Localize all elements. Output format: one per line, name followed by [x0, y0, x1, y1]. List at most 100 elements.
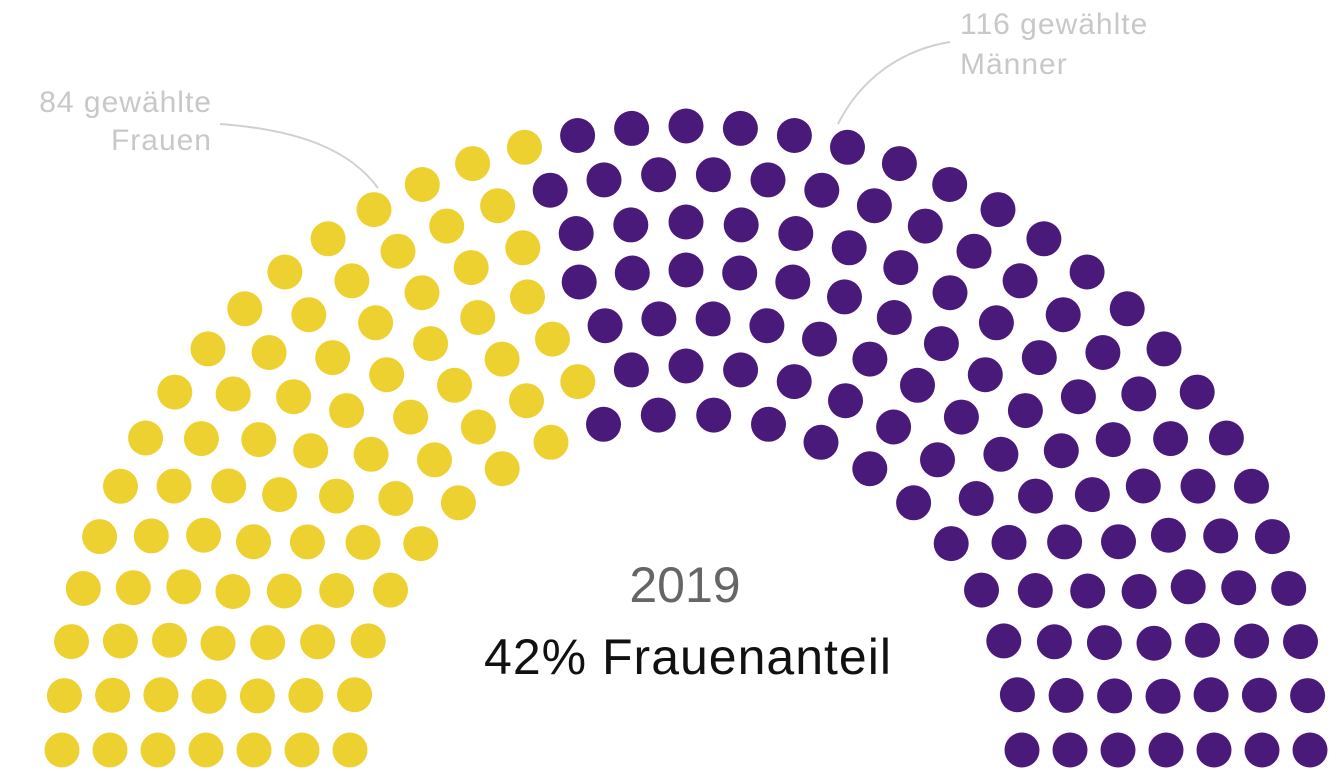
seat [156, 468, 192, 504]
seat [856, 188, 892, 224]
seat [750, 162, 786, 198]
seat [1283, 624, 1318, 660]
seat [143, 677, 179, 713]
seat [980, 192, 1016, 228]
seat [505, 230, 541, 266]
seat [1208, 420, 1244, 456]
seat [923, 326, 959, 362]
seat [291, 297, 327, 333]
seat [236, 524, 271, 560]
seat [404, 167, 440, 202]
seat [288, 677, 324, 713]
seat [1018, 478, 1053, 514]
seat [284, 732, 320, 768]
seat [251, 335, 287, 370]
seat [613, 207, 649, 243]
seat [614, 255, 650, 291]
seat [46, 678, 82, 714]
seat [54, 624, 89, 660]
seat [1043, 433, 1079, 469]
seat [852, 341, 888, 377]
seat [802, 321, 837, 357]
seat [1292, 732, 1328, 768]
seat [723, 352, 759, 388]
seat [723, 207, 759, 243]
seat [44, 732, 80, 768]
seat [561, 264, 597, 300]
seat [128, 420, 164, 456]
seat [1203, 518, 1239, 554]
seat [276, 379, 312, 415]
seat [749, 308, 785, 344]
seat [558, 216, 594, 251]
seat [1047, 524, 1083, 560]
seat [1121, 574, 1157, 609]
seat [560, 118, 596, 153]
seat [828, 383, 863, 419]
seat [267, 254, 303, 290]
seat [533, 424, 569, 460]
seat [586, 162, 622, 198]
seat [1244, 732, 1280, 768]
seat [350, 623, 386, 659]
annotation: 84 gewählte [39, 86, 212, 119]
seat [696, 397, 732, 433]
seat [102, 623, 138, 659]
seat [319, 573, 355, 608]
seat [1125, 468, 1161, 504]
seat [380, 233, 416, 269]
seat [1221, 570, 1257, 606]
seat [907, 208, 943, 244]
seat [337, 677, 373, 713]
seat [778, 216, 814, 251]
seat [958, 481, 994, 516]
seat [356, 192, 392, 228]
seat [751, 406, 786, 442]
annotation: 116 gewählte [960, 8, 1148, 41]
seat [933, 526, 969, 562]
seat [403, 526, 439, 562]
seat [827, 279, 862, 315]
seat [215, 574, 251, 609]
seat [266, 573, 302, 609]
seat [1052, 732, 1088, 768]
seat [140, 732, 176, 768]
seat [186, 517, 222, 553]
seat [1241, 677, 1277, 713]
seat [183, 421, 219, 457]
seat [986, 623, 1022, 659]
seat [776, 364, 812, 400]
seat [1045, 297, 1081, 333]
annotation-leader [837, 41, 951, 125]
seat [668, 252, 704, 288]
seat [417, 442, 452, 478]
seat [776, 118, 812, 153]
seat [964, 572, 999, 608]
seat [804, 172, 840, 208]
seat [775, 264, 811, 300]
seat [1193, 677, 1229, 713]
seat [586, 406, 621, 442]
seat [1101, 524, 1136, 560]
seat [92, 732, 128, 768]
seat [614, 110, 650, 146]
seat [115, 570, 151, 606]
seat [289, 524, 325, 560]
seat [943, 399, 979, 435]
seat [510, 279, 545, 315]
seat [1254, 519, 1290, 555]
seat [831, 230, 867, 266]
seat [1179, 374, 1215, 410]
seat [509, 383, 544, 419]
seat [1021, 340, 1057, 376]
seat [373, 572, 408, 608]
seat [1070, 573, 1106, 609]
seat [65, 571, 101, 606]
seat [641, 301, 677, 337]
seat [668, 204, 704, 240]
seat [188, 732, 224, 768]
seat [1074, 477, 1110, 513]
seat [332, 732, 368, 768]
seat [932, 167, 968, 202]
chart-title: 2019 [629, 557, 740, 613]
